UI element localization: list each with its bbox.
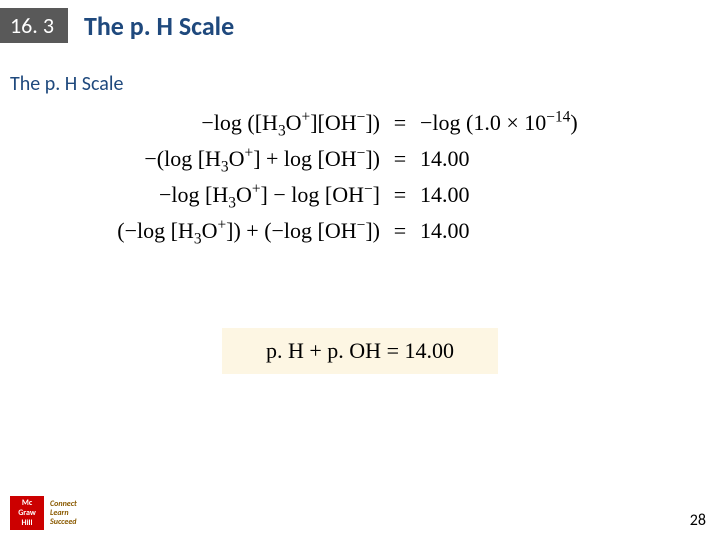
equations-block: −log ([H3O+][OH−]) = −log (1.0 × 10−14) … (0, 100, 720, 254)
slide-title: The p. H Scale (84, 10, 234, 42)
final-equation: p. H + p. OH = 14.00 (222, 328, 498, 374)
section-number-badge: 16. 3 (0, 8, 68, 43)
equals-sign: = (388, 218, 412, 244)
tagline-3: Succeed (50, 517, 76, 527)
publisher-logo: Mc Graw Hill Connect Learn Succeed (10, 496, 77, 530)
equation-2-left: −(log [H3O+] + log [OH−]) (48, 146, 388, 172)
equals-sign: = (388, 182, 412, 208)
equation-2-right: 14.00 (412, 146, 672, 172)
final-equation-container: p. H + p. OH = 14.00 (0, 328, 720, 374)
equals-sign: = (388, 110, 412, 136)
logo-tagline: Connect Learn Succeed (50, 500, 77, 527)
equals-sign: = (388, 146, 412, 172)
equation-row-2: −(log [H3O+] + log [OH−]) = 14.00 (0, 146, 720, 172)
equation-1-right: −log (1.0 × 10−14) (412, 110, 672, 136)
equation-4-right: 14.00 (412, 218, 672, 244)
equation-row-1: −log ([H3O+][OH−]) = −log (1.0 × 10−14) (0, 110, 720, 136)
header-bar: 16. 3 The p. H Scale (0, 8, 234, 43)
equation-1-left: −log ([H3O+][OH−]) (48, 110, 388, 136)
equation-3-left: −log [H3O+] − log [OH−] (48, 182, 388, 208)
mcgraw-hill-logo-icon: Mc Graw Hill (10, 496, 44, 530)
logo-line-1: Mc (22, 498, 32, 508)
slide-subtitle: The p. H Scale (10, 72, 123, 96)
equation-4-left: (−log [H3O+]) + (−log [OH−]) (48, 218, 388, 244)
logo-line-3: Hill (22, 518, 33, 528)
equation-row-4: (−log [H3O+]) + (−log [OH−]) = 14.00 (0, 218, 720, 244)
equation-row-3: −log [H3O+] − log [OH−] = 14.00 (0, 182, 720, 208)
equation-3-right: 14.00 (412, 182, 672, 208)
page-number: 28 (690, 511, 706, 530)
logo-line-2: Graw (18, 508, 36, 518)
